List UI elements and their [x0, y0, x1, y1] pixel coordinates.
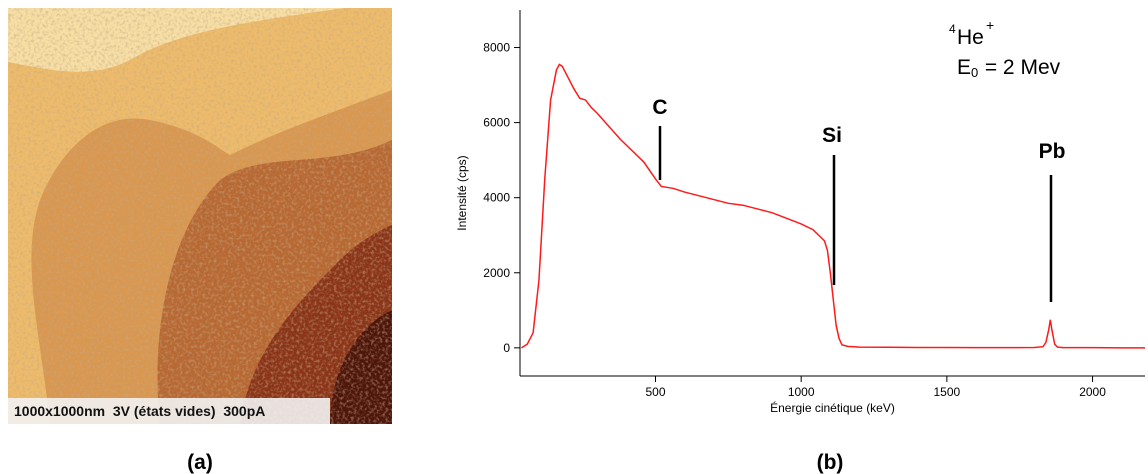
annotation: Pb: [1039, 140, 1066, 163]
beam-subscript: 0: [971, 65, 978, 80]
annotation: C: [652, 96, 667, 119]
spectrum-line: [521, 63, 1145, 349]
beam-ion: He: [957, 26, 984, 49]
x-tick-label: 1000: [788, 385, 815, 399]
beam-charge: +: [986, 17, 994, 33]
x-tick-label: 2000: [1079, 385, 1106, 399]
y-axis-label: Intensité (cps): [455, 155, 469, 230]
x-tick-label: 500: [645, 385, 665, 399]
image-label: 1000x1000nm 3V (états vides) 300pA: [14, 403, 265, 419]
beam-energy: = 2 Mev: [979, 56, 1061, 79]
beam-symbol: E: [957, 56, 971, 79]
stm-image: 1000x1000nm 3V (états vides) 300pA: [8, 8, 392, 424]
x-tick-label: 1500: [934, 385, 961, 399]
beam-mass: 4: [949, 22, 956, 36]
caption: (a): [187, 451, 213, 474]
y-tick-label: 8000: [483, 41, 510, 55]
y-tick-label: 4000: [483, 191, 510, 205]
y-tick-label: 6000: [483, 116, 510, 130]
y-tick-label: 2000: [483, 266, 510, 280]
x-axis-label: Énergie cinétique (keV): [770, 400, 895, 415]
y-tick-label: 0: [503, 341, 510, 355]
annotation: Si: [822, 124, 842, 147]
caption: (b): [817, 451, 844, 474]
